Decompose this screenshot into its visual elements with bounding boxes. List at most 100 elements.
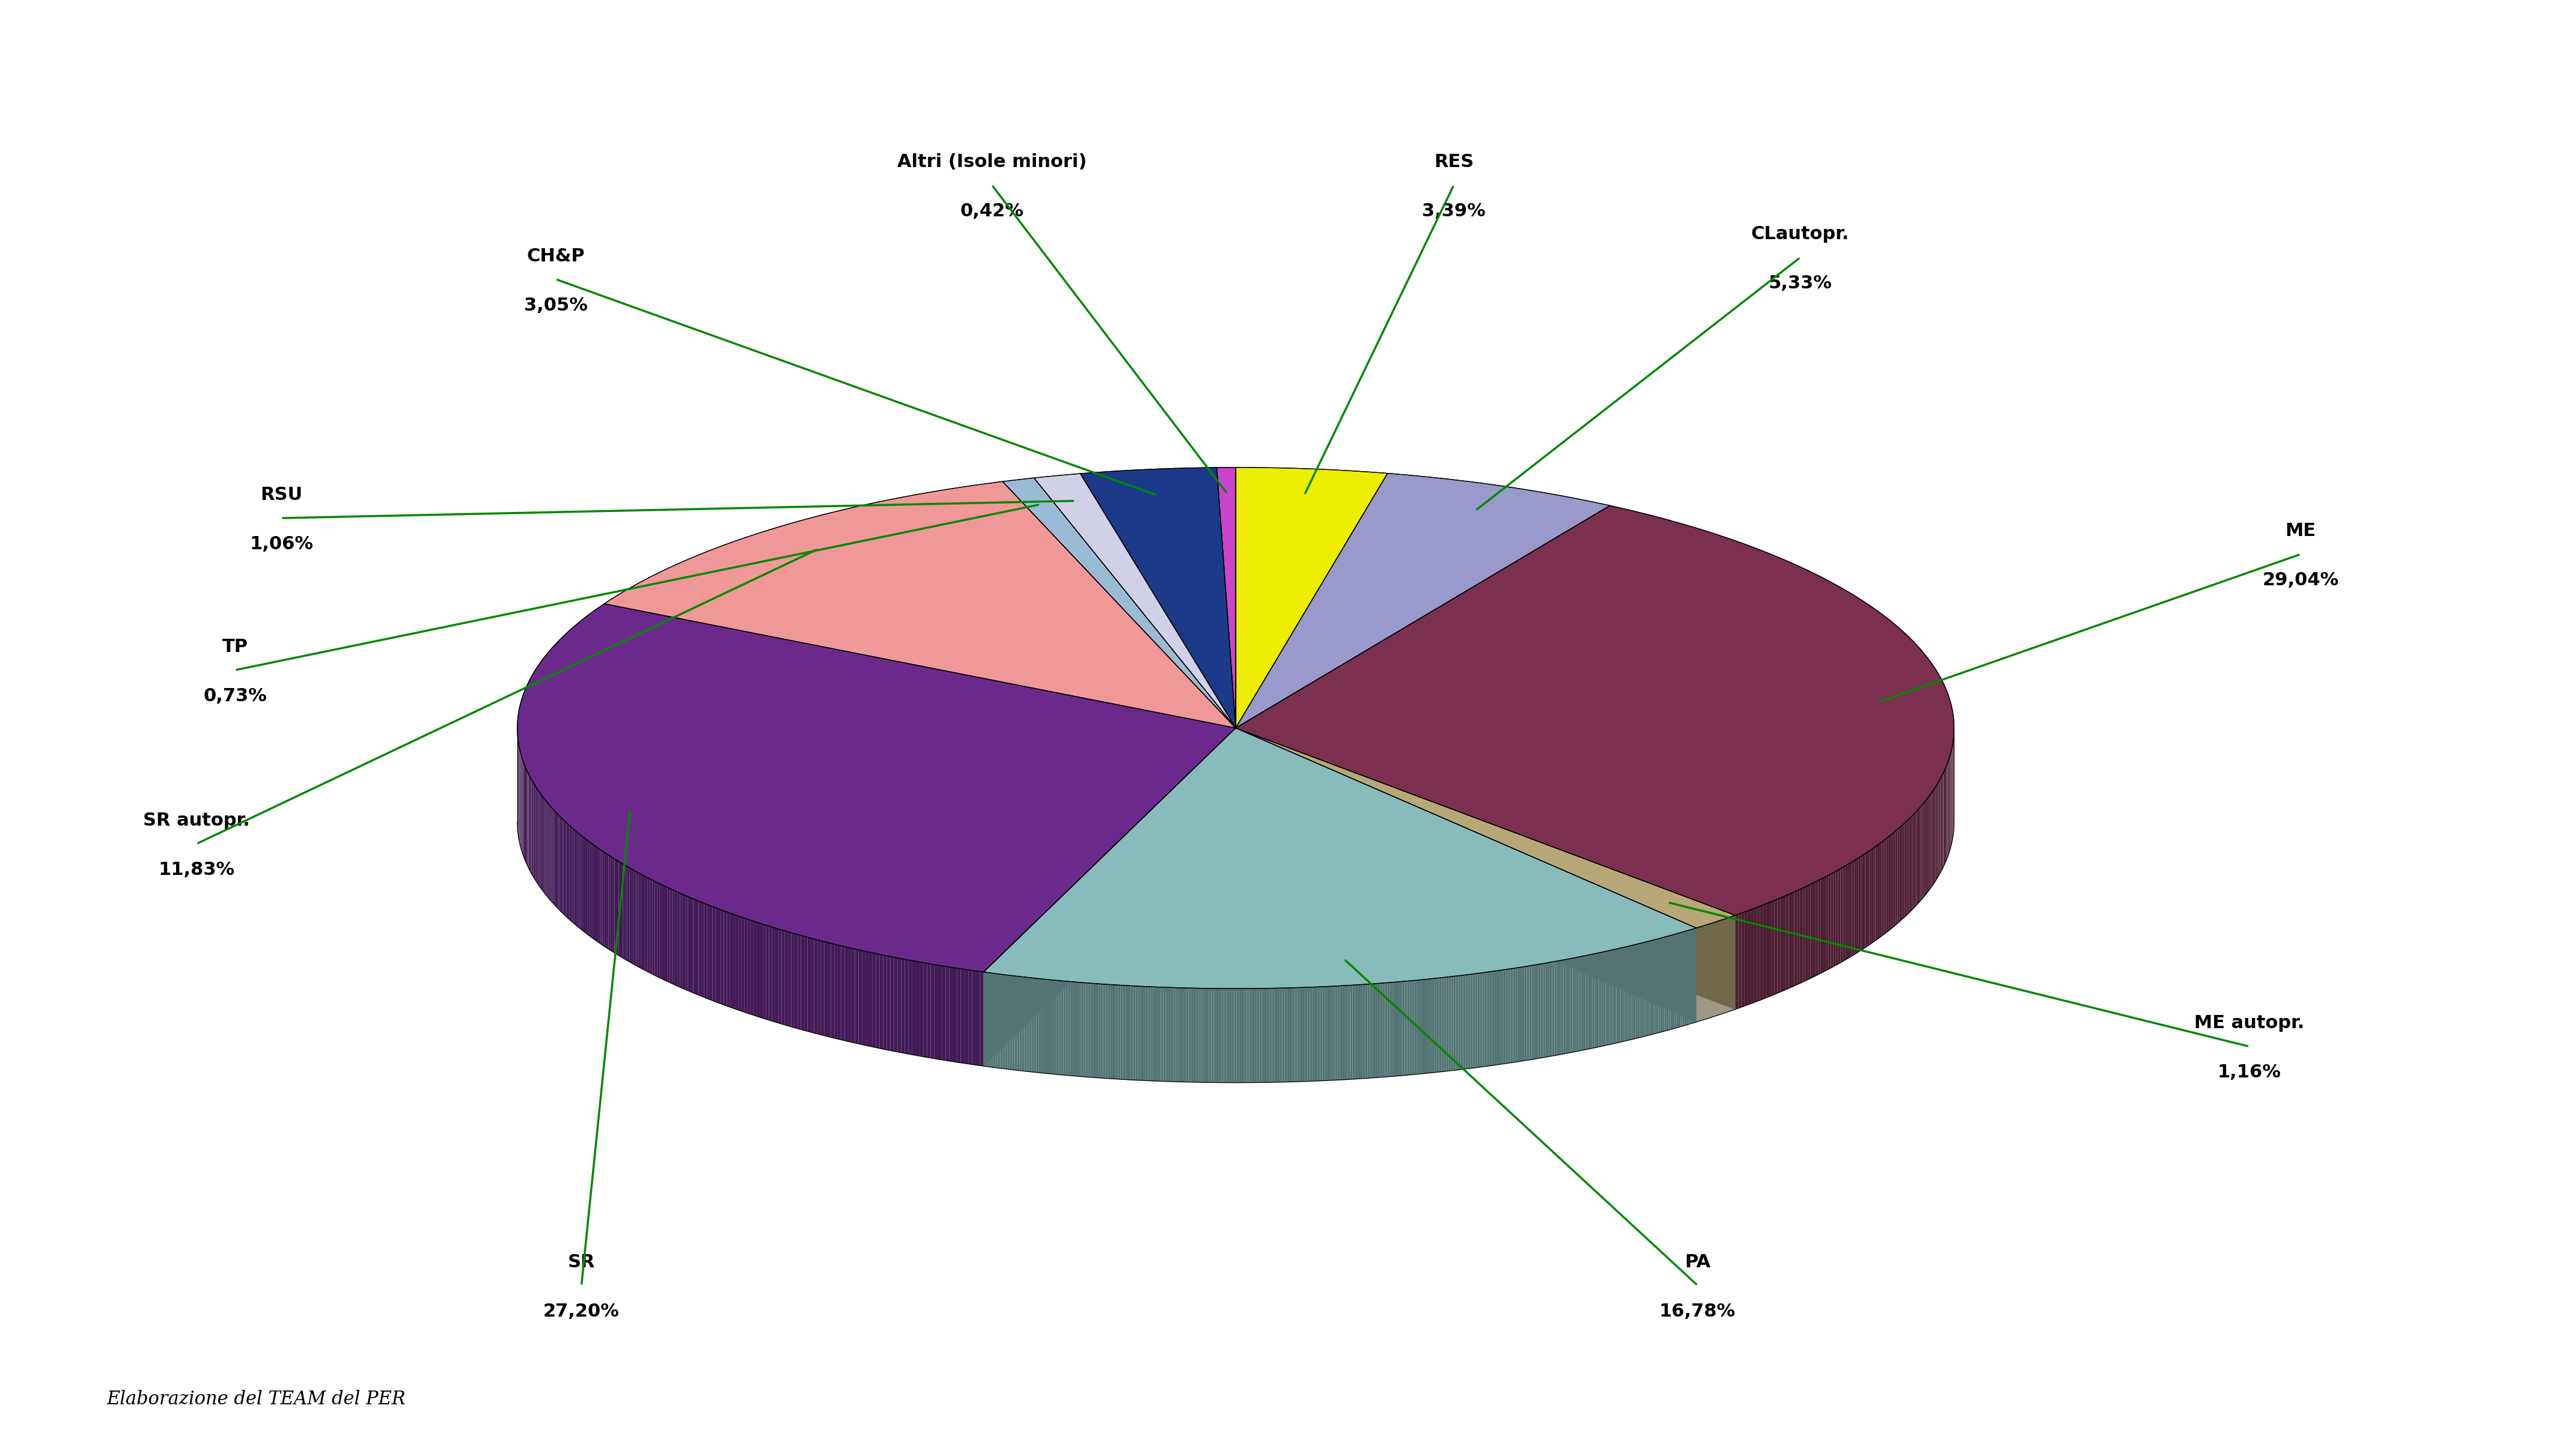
Polygon shape bbox=[1773, 900, 1779, 994]
Text: ME: ME bbox=[2286, 523, 2317, 540]
Polygon shape bbox=[1753, 907, 1758, 1003]
Polygon shape bbox=[981, 971, 983, 1066]
Text: 16,78%: 16,78% bbox=[1660, 1303, 1735, 1321]
Polygon shape bbox=[605, 482, 1236, 728]
Polygon shape bbox=[973, 970, 976, 1064]
Text: RES: RES bbox=[1434, 153, 1475, 170]
Polygon shape bbox=[847, 948, 852, 1042]
Polygon shape bbox=[1001, 478, 1236, 728]
Text: 1,16%: 1,16% bbox=[2216, 1064, 2281, 1082]
Polygon shape bbox=[1794, 891, 1797, 986]
Polygon shape bbox=[728, 913, 734, 1008]
Polygon shape bbox=[898, 958, 901, 1053]
Polygon shape bbox=[1081, 467, 1236, 728]
Polygon shape bbox=[716, 907, 718, 1003]
Polygon shape bbox=[790, 933, 795, 1028]
Polygon shape bbox=[1236, 728, 1696, 1022]
Polygon shape bbox=[813, 939, 819, 1034]
Polygon shape bbox=[1804, 885, 1807, 981]
Polygon shape bbox=[723, 911, 726, 1006]
Polygon shape bbox=[865, 951, 870, 1047]
Text: TP: TP bbox=[221, 638, 247, 655]
Polygon shape bbox=[1779, 898, 1781, 993]
Polygon shape bbox=[824, 942, 826, 1037]
Text: PA: PA bbox=[1683, 1254, 1712, 1271]
Polygon shape bbox=[916, 961, 919, 1056]
Polygon shape bbox=[736, 914, 739, 1010]
Polygon shape bbox=[932, 964, 934, 1059]
Polygon shape bbox=[976, 971, 981, 1066]
Text: CH&P: CH&P bbox=[528, 248, 584, 265]
Polygon shape bbox=[873, 952, 875, 1048]
Polygon shape bbox=[726, 911, 728, 1008]
Polygon shape bbox=[901, 958, 906, 1053]
Polygon shape bbox=[1035, 473, 1236, 728]
Polygon shape bbox=[960, 968, 965, 1063]
Polygon shape bbox=[1786, 894, 1789, 990]
Polygon shape bbox=[1735, 914, 1737, 1009]
Polygon shape bbox=[870, 952, 873, 1047]
Polygon shape bbox=[952, 968, 958, 1063]
Polygon shape bbox=[788, 932, 790, 1026]
Polygon shape bbox=[808, 938, 811, 1032]
Polygon shape bbox=[785, 930, 788, 1026]
Polygon shape bbox=[906, 960, 909, 1054]
Polygon shape bbox=[803, 936, 808, 1031]
Polygon shape bbox=[880, 954, 883, 1050]
Polygon shape bbox=[983, 728, 1236, 1066]
Polygon shape bbox=[692, 898, 695, 994]
Polygon shape bbox=[708, 904, 710, 1000]
Polygon shape bbox=[821, 941, 824, 1035]
Polygon shape bbox=[677, 893, 680, 987]
Polygon shape bbox=[1236, 728, 1696, 1022]
Text: SR: SR bbox=[569, 1254, 595, 1271]
Polygon shape bbox=[752, 920, 754, 1015]
Polygon shape bbox=[837, 945, 842, 1040]
Polygon shape bbox=[517, 604, 1236, 973]
Polygon shape bbox=[682, 894, 685, 990]
Polygon shape bbox=[775, 927, 777, 1024]
Polygon shape bbox=[862, 951, 865, 1045]
Polygon shape bbox=[888, 955, 891, 1051]
Text: 27,20%: 27,20% bbox=[543, 1303, 620, 1321]
Polygon shape bbox=[1758, 906, 1761, 1002]
Polygon shape bbox=[1748, 910, 1750, 1005]
Polygon shape bbox=[1745, 911, 1748, 1006]
Polygon shape bbox=[680, 893, 682, 989]
Polygon shape bbox=[1815, 881, 1817, 976]
Polygon shape bbox=[842, 946, 844, 1041]
Text: 11,83%: 11,83% bbox=[160, 860, 234, 878]
Polygon shape bbox=[767, 925, 770, 1021]
Polygon shape bbox=[883, 955, 888, 1050]
Text: 1,06%: 1,06% bbox=[250, 536, 314, 553]
Polygon shape bbox=[1799, 888, 1802, 983]
Polygon shape bbox=[844, 946, 847, 1041]
Polygon shape bbox=[1761, 906, 1763, 1000]
Polygon shape bbox=[891, 957, 893, 1051]
Text: 5,33%: 5,33% bbox=[1768, 275, 1833, 293]
Polygon shape bbox=[798, 935, 801, 1029]
Polygon shape bbox=[831, 943, 834, 1038]
Polygon shape bbox=[674, 891, 677, 986]
Polygon shape bbox=[893, 957, 898, 1053]
Polygon shape bbox=[795, 933, 798, 1028]
Polygon shape bbox=[924, 962, 927, 1057]
Polygon shape bbox=[741, 917, 744, 1012]
Polygon shape bbox=[983, 728, 1696, 989]
Polygon shape bbox=[690, 898, 692, 993]
Text: 3,05%: 3,05% bbox=[525, 297, 587, 314]
Polygon shape bbox=[770, 926, 772, 1021]
Polygon shape bbox=[687, 897, 690, 992]
Polygon shape bbox=[1763, 904, 1766, 999]
Polygon shape bbox=[744, 919, 746, 1013]
Polygon shape bbox=[968, 970, 973, 1064]
Polygon shape bbox=[777, 929, 782, 1024]
Polygon shape bbox=[950, 967, 952, 1061]
Text: 0,42%: 0,42% bbox=[960, 202, 1024, 220]
Polygon shape bbox=[834, 943, 837, 1040]
Polygon shape bbox=[713, 907, 716, 1002]
Polygon shape bbox=[983, 728, 1236, 1066]
Polygon shape bbox=[1784, 895, 1786, 992]
Polygon shape bbox=[739, 916, 741, 1012]
Polygon shape bbox=[700, 903, 705, 997]
